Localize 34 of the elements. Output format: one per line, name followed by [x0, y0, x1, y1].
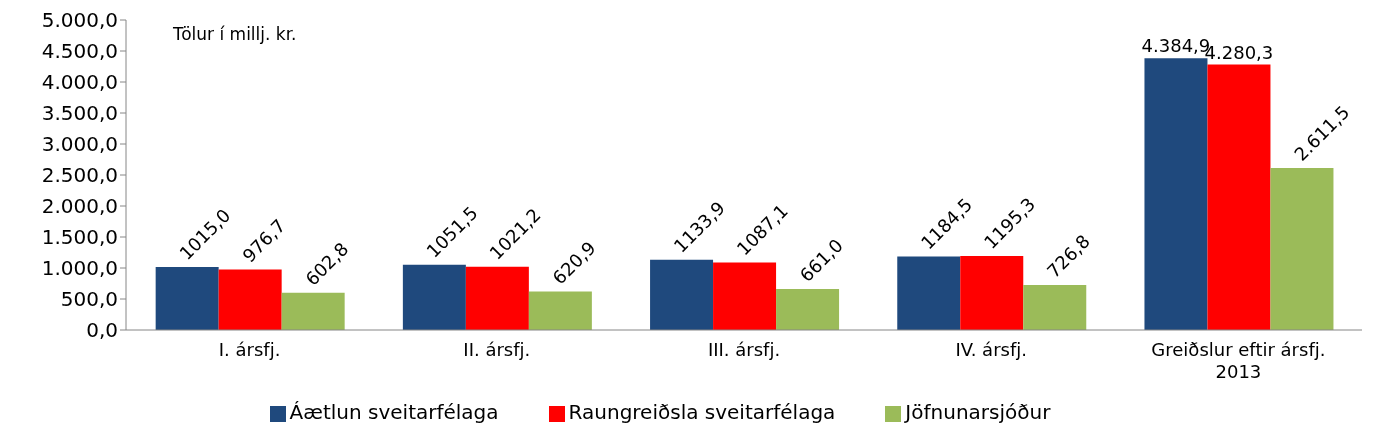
legend-label: Jöfnunarsjóður	[905, 400, 1051, 424]
x-tick-label: IV. ársfj.	[955, 339, 1028, 360]
y-tick-label: 5.000,0	[41, 8, 118, 33]
bar	[528, 291, 592, 330]
bar	[155, 267, 219, 330]
x-tick-label: II. ársfj.	[463, 339, 531, 360]
bar	[1023, 284, 1087, 330]
bar	[650, 259, 714, 330]
y-tick-label: 4.000,0	[41, 70, 118, 95]
bar	[776, 289, 840, 330]
y-tick-label: 1.500,0	[41, 225, 118, 250]
bar	[1270, 168, 1334, 330]
bar	[713, 262, 777, 330]
legend-label: Áætlun sveitarfélaga	[289, 400, 499, 424]
y-tick-label: 3.500,0	[41, 101, 118, 126]
bar	[465, 266, 529, 330]
bar	[960, 255, 1024, 330]
x-tick-label: Greiðslur eftir ársfj. 2013	[1151, 339, 1326, 382]
bar	[218, 269, 282, 330]
x-tick-label: I. ársfj.	[218, 339, 281, 360]
annotation: Tölur í millj. kr.	[173, 24, 297, 44]
y-tick-label: 1.000,0	[41, 256, 118, 281]
x-tick-label: III. ársfj.	[707, 339, 781, 360]
legend-label: Raungreiðsla sveitarfélaga	[568, 400, 836, 424]
y-tick-label: 2.500,0	[41, 163, 118, 188]
y-tick-label: 4.500,0	[41, 39, 118, 64]
bar	[281, 292, 345, 330]
bar	[1207, 64, 1271, 330]
y-tick-label: 500,0	[60, 287, 118, 312]
y-tick-label: 0,0	[86, 318, 118, 343]
bar	[402, 264, 466, 330]
bar	[897, 256, 961, 330]
y-tick-label: 2.000,0	[41, 194, 118, 219]
y-tick-label: 3.000,0	[41, 132, 118, 157]
